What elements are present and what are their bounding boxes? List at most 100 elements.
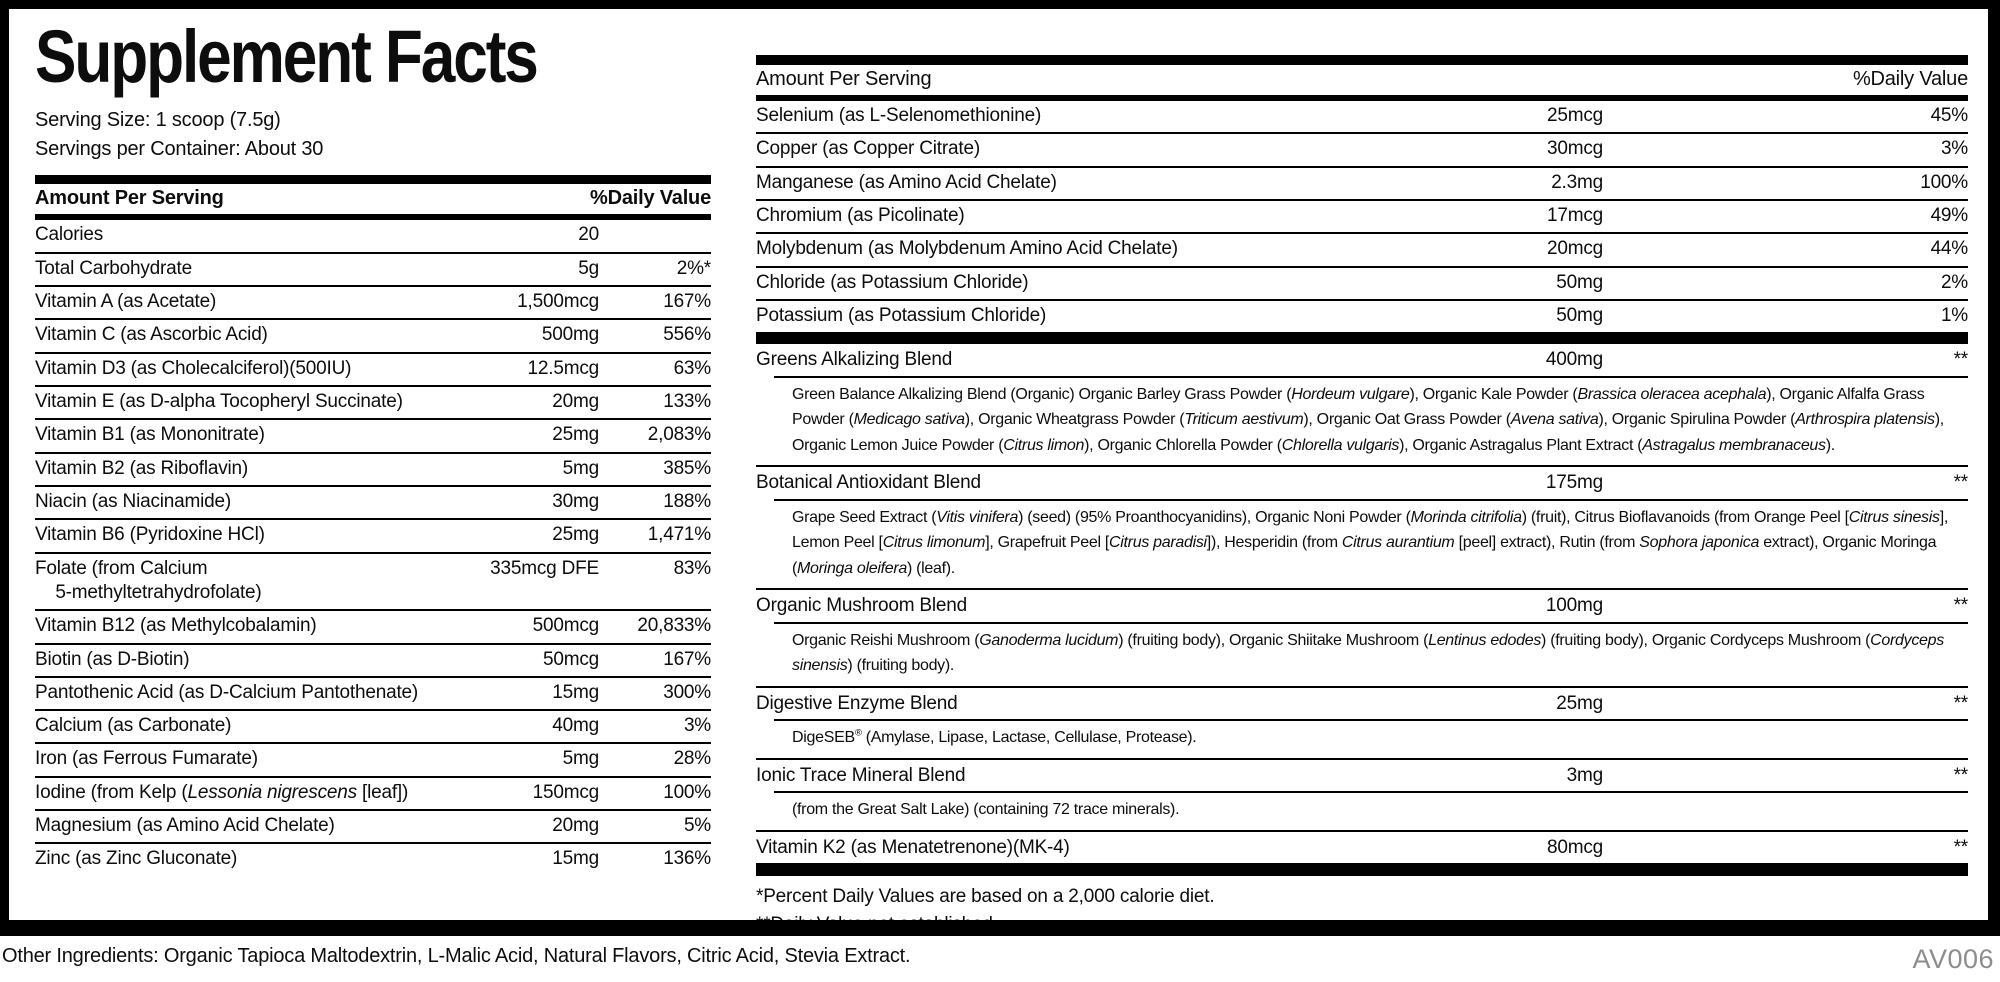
nutrient-amount: 20mg (552, 391, 599, 413)
amount-per-serving-header: Amount Per Serving (35, 187, 224, 210)
blend-row: Digestive Enzyme Blend 25mg ** (756, 688, 1968, 719)
footnote-not-established: **Daily Value not established. (756, 913, 998, 935)
daily-value-header: %Daily Value (590, 187, 711, 210)
nutrient-name: Iodine (from Kelp (Lessonia nigrescens [… (35, 781, 409, 803)
nutrient-row: Chloride (as Potassium Chloride) 50mg 2% (756, 265, 1968, 299)
nutrient-daily-value: 1,471% (647, 524, 711, 546)
nutrient-name: Vitamin B12 (as Methylcobalamin) (35, 615, 317, 637)
nutrient-name: Selenium (as L-Selenomethionine) (756, 105, 1042, 126)
nutrient-row: Iron (as Ferrous Fumarate) 5mg 28% (35, 742, 711, 775)
nutrient-daily-value: 136% (663, 848, 711, 870)
nutrient-row: Vitamin B2 (as Riboflavin) 5mg 385% (35, 451, 711, 485)
nutrient-row: Niacin (as Niacinamide) 30mg 188% (35, 484, 711, 518)
nutrient-name: Manganese (as Amino Acid Chelate) (756, 171, 1057, 193)
nutrient-name: Niacin (as Niacinamide) (35, 490, 232, 512)
servings-per-container-text: Servings per Container: About 30 (35, 138, 324, 161)
blend-row: Vitamin K2 (as Menatetrenone)(MK-4) 80mc… (756, 832, 1968, 863)
blend-section: Ionic Trace Mineral Blend 3mg ** (from t… (756, 757, 1968, 830)
blend-name: Ionic Trace Mineral Blend (756, 764, 966, 786)
nutrient-row: Vitamin B1 (as Mononitrate) 25mg 2,083% (35, 418, 711, 451)
nutrient-row: Pantothenic Acid (as D-Calcium Pantothen… (35, 675, 711, 709)
supplement-facts-panel: Supplement Facts Serving Size: 1 scoop (… (0, 0, 2000, 936)
blend-ingredients-text: DigeSEB® (Amylase, Lipase, Lactase, Cell… (774, 719, 1968, 758)
nutrient-row: Biotin (as D-Biotin) 50mcg 167% (35, 642, 711, 676)
panel-title: Supplement Facts (35, 15, 539, 98)
nutrient-amount: 335mcg DFE (490, 557, 599, 579)
blend-name: Vitamin K2 (as Menatetrenone)(MK-4) (756, 836, 1070, 858)
nutrient-row: Vitamin C (as Ascorbic Acid) 500mg 556% (35, 318, 711, 351)
nutrient-row: Vitamin B6 (Pyridoxine HCl) 25mg 1,471% (35, 518, 711, 551)
blend-row: Organic Mushroom Blend 100mg ** (756, 590, 1968, 621)
footnotes: *Percent Daily Values are based on a 2,0… (756, 863, 1968, 935)
footnote-daily-values: *Percent Daily Values are based on a 2,0… (756, 886, 1215, 907)
nutrient-row: Iodine (from Kelp (Lessonia nigrescens [… (35, 775, 711, 809)
nutrient-daily-value: 2% (1940, 271, 1968, 293)
nutrient-name: Vitamin D3 (as Cholecalciferol)(500IU) (35, 357, 352, 379)
right-nutrient-table: Selenium (as L-Selenomethionine) 25mcg 4… (756, 101, 1968, 332)
nutrient-name: Chromium (as Picolinate) (756, 204, 965, 226)
blend-name: Greens Alkalizing Blend (756, 349, 953, 371)
blend-row: Ionic Trace Mineral Blend 3mg ** (756, 760, 1968, 791)
nutrient-amount: 50mg (1556, 304, 1603, 326)
nutrient-name: Vitamin B2 (as Riboflavin) (35, 457, 249, 479)
left-table-header: Amount Per Serving %Daily Value (35, 175, 711, 221)
nutrient-daily-value: 44% (1930, 238, 1969, 260)
nutrient-amount: 30mcg (1546, 138, 1603, 160)
other-ingredients-text: Other Ingredients: Organic Tapioca Malto… (2, 945, 911, 967)
nutrient-name: Vitamin E (as D-alpha Tocopheryl Succina… (35, 391, 403, 413)
nutrient-name: Folate (from Calcium 5-methyltetrahydrof… (35, 557, 262, 603)
blend-section: Organic Mushroom Blend 100mg ** Organic … (756, 588, 1968, 686)
blend-daily-value: ** (1953, 836, 1969, 858)
right-column: Amount Per Serving %Daily Value Selenium… (756, 9, 1968, 920)
nutrient-row: Vitamin D3 (as Cholecalciferol)(500IU) 1… (35, 351, 711, 385)
blend-name: Digestive Enzyme Blend (756, 692, 958, 714)
blend-ingredients-text: Grape Seed Extract (Vitis vinifera) (see… (774, 498, 1968, 589)
nutrient-amount: 50mg (1556, 271, 1603, 293)
nutrient-amount: 5mg (562, 457, 600, 479)
nutrient-daily-value: 100% (663, 781, 711, 803)
nutrient-row: Potassium (as Potassium Chloride) 50mg 1… (756, 298, 1968, 332)
blend-section: Botanical Antioxidant Blend 175mg ** Gra… (756, 465, 1968, 588)
left-nutrient-table: Calories 20 Total Carbohydrate 5g 2%* Vi… (35, 220, 711, 875)
nutrient-row: Magnesium (as Amino Acid Chelate) 20mg 5… (35, 809, 711, 842)
blend-amount: 175mg (1545, 472, 1603, 494)
nutrient-daily-value: 1% (1940, 304, 1968, 326)
nutrient-daily-value: 45% (1930, 105, 1969, 126)
below-panel: Other Ingredients: Organic Tapioca Malto… (0, 936, 2000, 975)
blend-name: Botanical Antioxidant Blend (756, 472, 981, 494)
nutrient-row: Copper (as Copper Citrate) 30mcg 3% (756, 132, 1968, 165)
nutrient-daily-value: 49% (1930, 204, 1969, 226)
blend-daily-value: ** (1953, 472, 1969, 494)
nutrient-daily-value: 133% (663, 391, 711, 413)
blend-ingredients-text: (from the Great Salt Lake) (containing 7… (774, 791, 1968, 830)
nutrient-name: Vitamin B1 (as Mononitrate) (35, 424, 265, 446)
nutrient-name: Iron (as Ferrous Fumarate) (35, 748, 258, 770)
nutrient-daily-value: 300% (663, 681, 711, 703)
blend-section: Greens Alkalizing Blend 400mg ** Green B… (756, 344, 1968, 465)
nutrient-daily-value: 100% (1920, 171, 1968, 193)
blend-amount: 25mg (1556, 692, 1603, 714)
nutrient-amount: 500mg (541, 324, 599, 346)
right-table-header: Amount Per Serving %Daily Value (756, 55, 1968, 101)
nutrient-name: Chloride (as Potassium Chloride) (756, 271, 1029, 293)
nutrient-row: Zinc (as Zinc Gluconate) 15mg 136% (35, 842, 711, 875)
nutrient-amount: 5mg (562, 748, 600, 770)
nutrient-amount: 20 (578, 224, 599, 246)
blend-daily-value: ** (1953, 692, 1969, 714)
nutrient-amount: 40mg (552, 715, 599, 737)
blend-sections: Greens Alkalizing Blend 400mg ** Green B… (756, 332, 1968, 863)
nutrient-name: Vitamin C (as Ascorbic Acid) (35, 324, 268, 346)
blend-row: Greens Alkalizing Blend 400mg ** (756, 344, 1968, 375)
nutrient-name: Magnesium (as Amino Acid Chelate) (35, 815, 335, 837)
nutrient-row: Calories 20 (35, 220, 711, 251)
nutrient-name: Copper (as Copper Citrate) (756, 138, 980, 160)
nutrient-daily-value: 188% (663, 490, 711, 512)
nutrient-row: Total Carbohydrate 5g 2%* (35, 251, 711, 285)
blend-ingredients-text: Green Balance Alkalizing Blend (Organic)… (774, 375, 1968, 466)
blend-amount: 400mg (1545, 349, 1603, 371)
nutrient-amount: 150mcg (532, 781, 600, 803)
nutrient-row: Vitamin E (as D-alpha Tocopheryl Succina… (35, 385, 711, 418)
left-column: Supplement Facts Serving Size: 1 scoop (… (9, 9, 711, 920)
product-code: AV006 (1912, 944, 1994, 974)
